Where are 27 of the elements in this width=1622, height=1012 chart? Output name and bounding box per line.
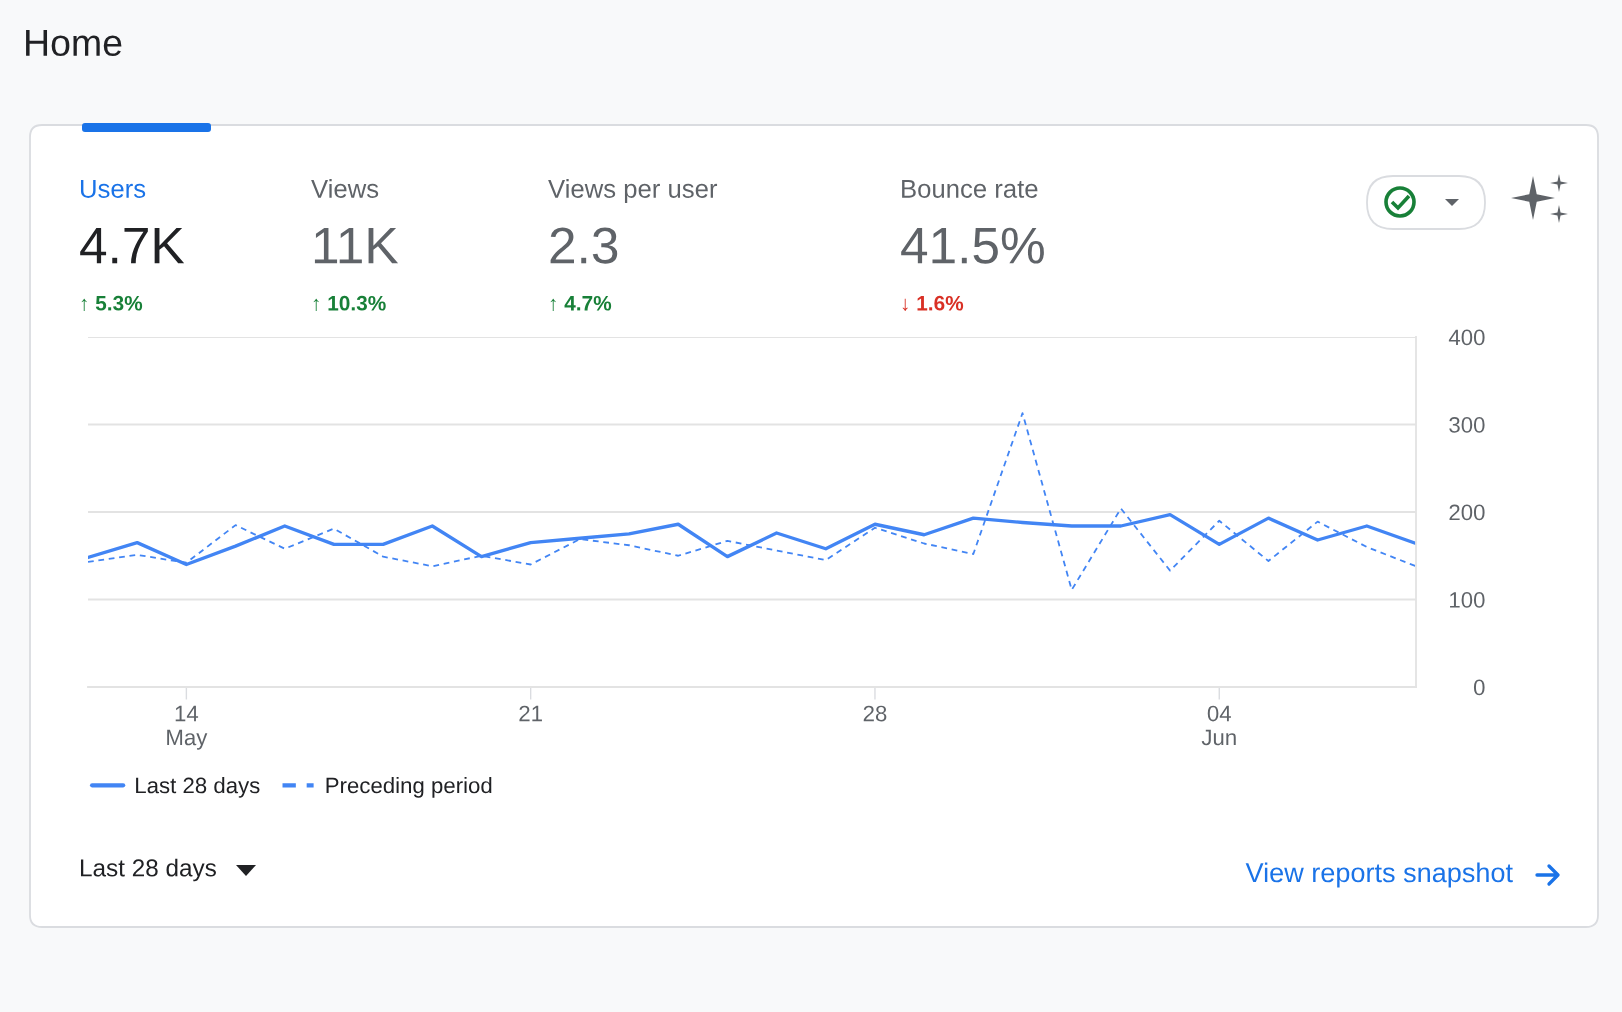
text: ↑ 5.3% — [81, 295, 143, 312]
text: View reports snapshot — [1245, 862, 1513, 888]
legend-label: Preceding period — [326, 777, 492, 798]
text: 41.5% — [901, 227, 1044, 264]
text: ↓ 1.6% — [902, 295, 964, 312]
text: 4.7K — [80, 227, 185, 264]
text: Views per user — [548, 179, 718, 203]
x-tick-label: 14 May — [167, 705, 208, 750]
y-tick-label: 300 — [1449, 417, 1485, 433]
text: Views — [311, 179, 379, 198]
y-tick-label: 400 — [1448, 329, 1485, 346]
text: 11K — [314, 227, 399, 264]
text: Users — [80, 179, 146, 198]
text: Home — [26, 29, 122, 57]
line-series — [88, 412, 1416, 591]
x-tick-label: 04 Jun — [1201, 705, 1236, 746]
y-tick-label: 100 — [1450, 592, 1485, 608]
text: 2.3 — [550, 227, 618, 264]
text: ↑ 10.3% — [313, 295, 386, 312]
y-tick-label: 200 — [1449, 504, 1485, 521]
text: Last 28 days — [80, 858, 216, 882]
x-tick-label: 28 — [863, 705, 887, 722]
text: ↑ 4.7% — [550, 295, 612, 312]
legend-label: Last 28 days — [136, 777, 260, 798]
y-tick-label: 0 — [1473, 679, 1485, 696]
x-tick-label: 21 — [519, 705, 542, 722]
text: Bounce rate — [902, 179, 1038, 198]
